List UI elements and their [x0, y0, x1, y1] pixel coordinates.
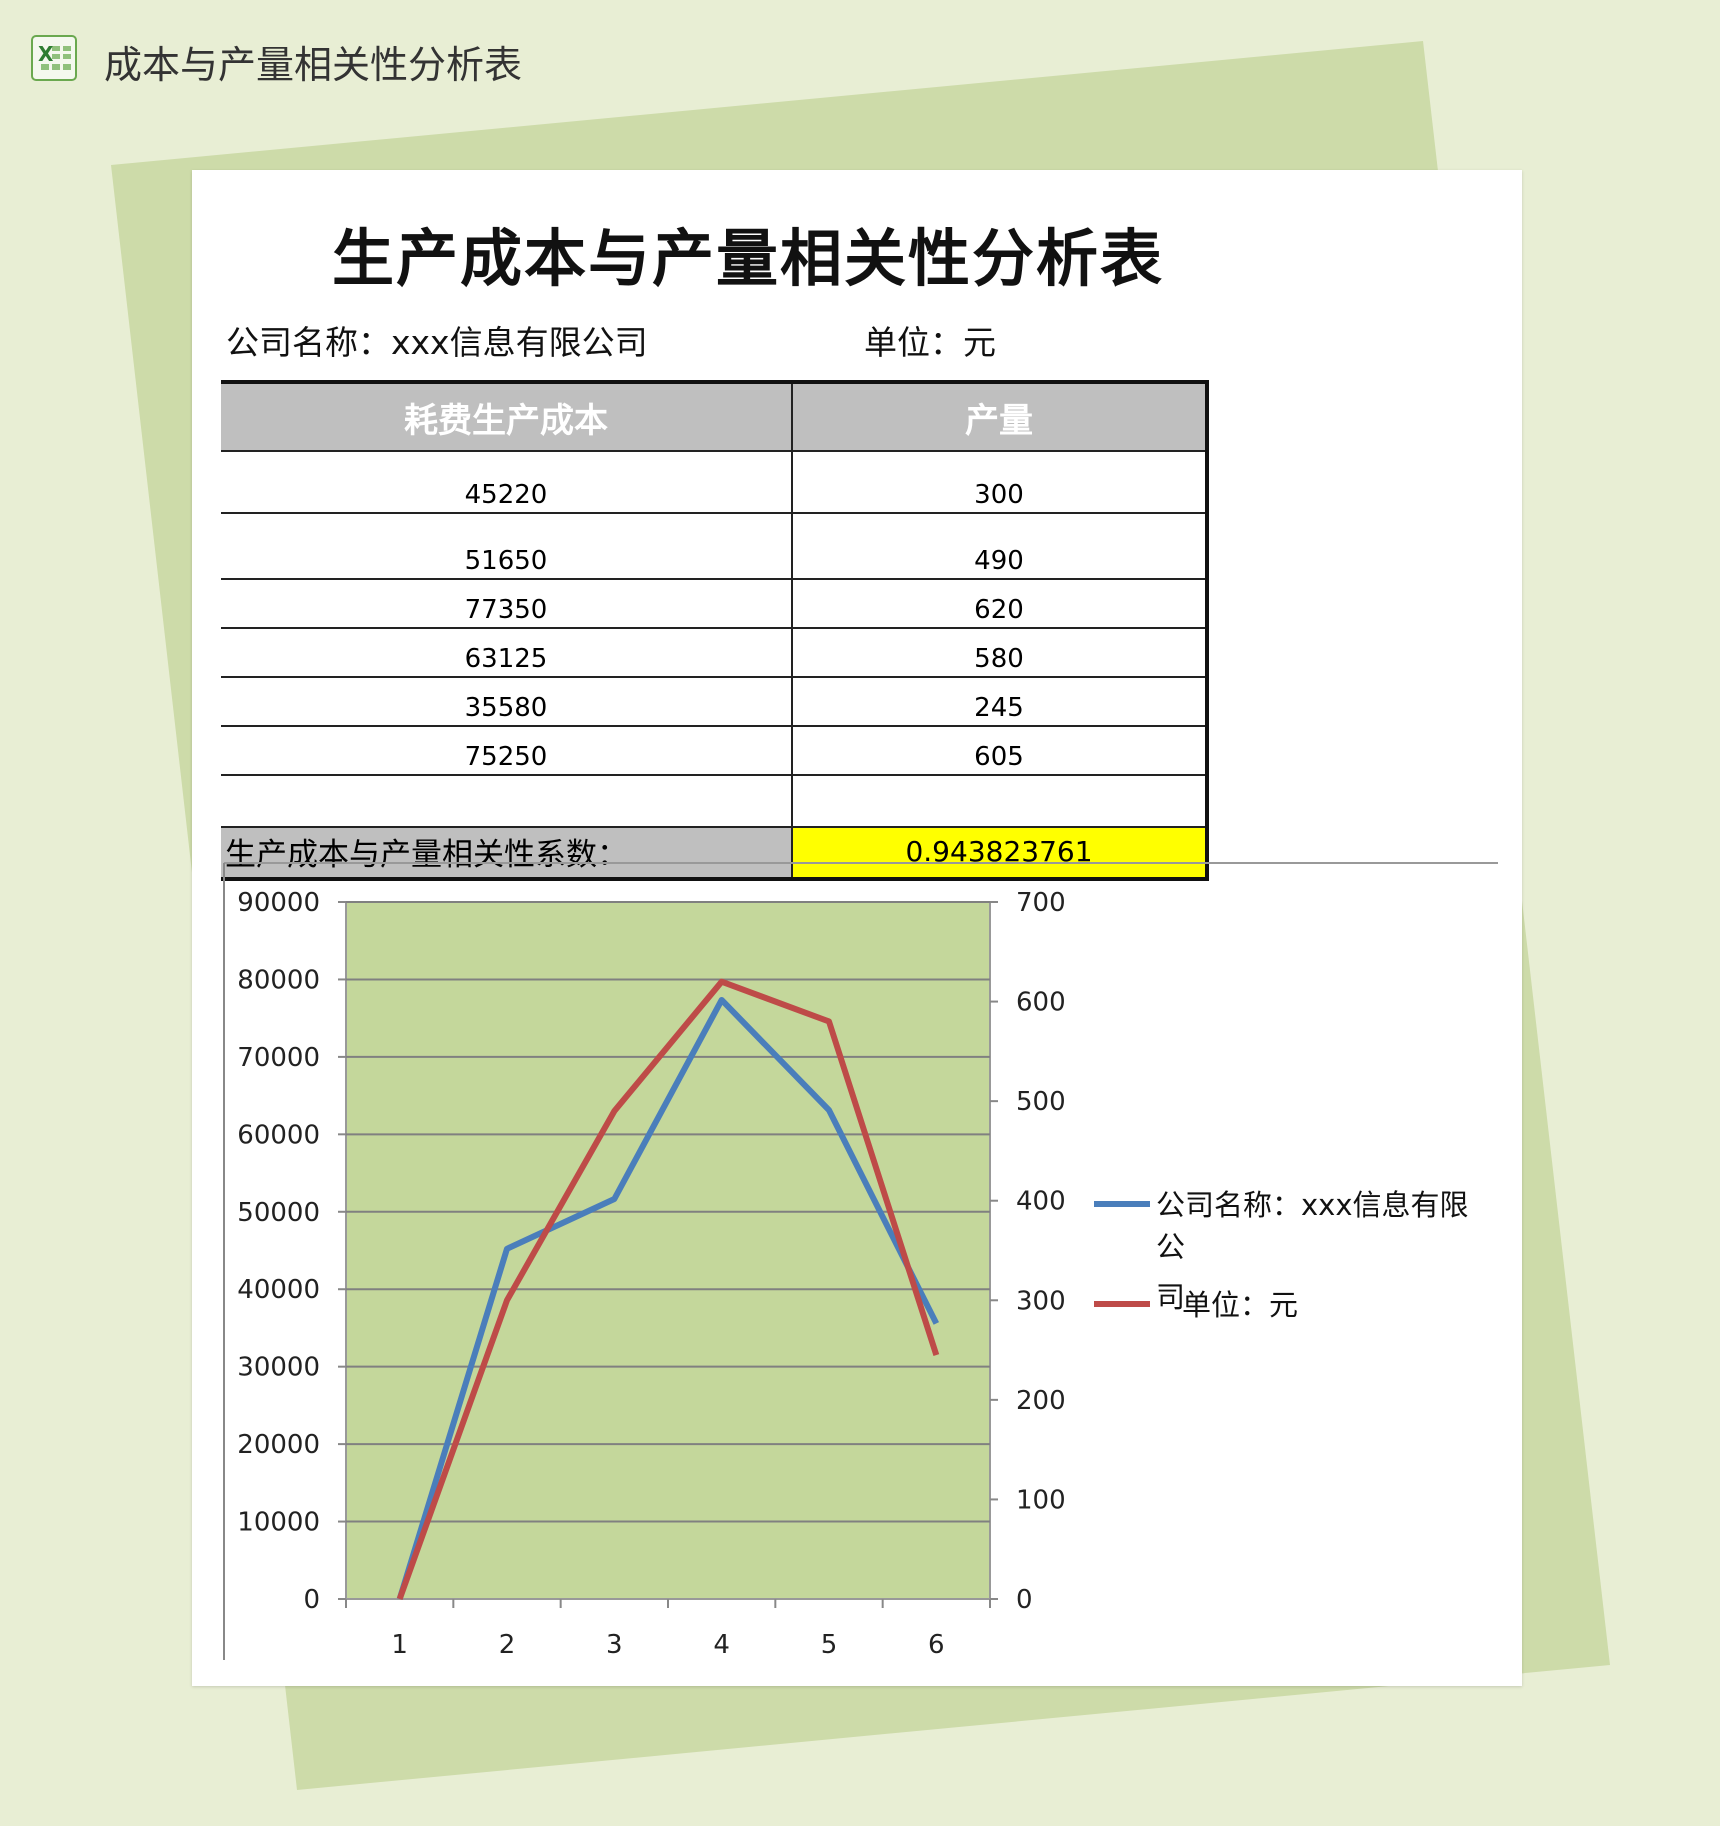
left-axis-tick-label: 70000 — [237, 1043, 320, 1073]
cell-cost[interactable]: 75250 — [221, 726, 793, 776]
table-header-row: 耗费生产成本 产量 — [221, 380, 1209, 452]
header-output: 产量 — [792, 380, 1209, 452]
spreadsheet-card: 生产成本与产量相关性分析表 公司名称：xxx信息有限公司 单位：元 耗费生产成本… — [192, 170, 1522, 1686]
correlation-row: 生产成本与产量相关性系数： 0.943823761 — [221, 827, 1209, 881]
table-row — [221, 775, 1209, 828]
x-axis-tick-label: 5 — [821, 1630, 838, 1660]
right-axis-tick-label: 500 — [1016, 1087, 1066, 1117]
line-chart[interactable]: 0 10000 20000 30000 40000 50000 60000 70000 8000… — [192, 170, 1522, 1686]
table-row: 45220 300 — [221, 451, 1209, 514]
unit-label: 单位：元 — [864, 323, 996, 362]
x-axis-tick-label: 3 — [606, 1630, 623, 1660]
svg-text:X: X — [38, 42, 54, 66]
series-line-output — [396, 978, 940, 1601]
app-title: 成本与产量相关性分析表 — [104, 43, 523, 87]
correlation-label: 生产成本与产量相关性系数： — [221, 827, 793, 881]
cell-output[interactable]: 245 — [792, 677, 1209, 727]
cell-output[interactable]: 620 — [792, 579, 1209, 629]
left-axis-tick-label: 90000 — [237, 888, 320, 918]
cell-cost[interactable]: 45220 — [221, 451, 793, 514]
left-axis-tick-label: 60000 — [237, 1120, 320, 1150]
cell-output[interactable]: 490 — [792, 513, 1209, 580]
right-axis-tick-label: 100 — [1016, 1485, 1066, 1515]
table-row: 51650 490 — [221, 513, 1209, 580]
legend-item-red: 单位：元 — [1182, 1288, 1299, 1322]
cell-output[interactable]: 300 — [792, 451, 1209, 514]
table-row: 35580 245 — [221, 677, 1209, 727]
company-label: 公司名称：xxx信息有限公司 — [226, 323, 648, 362]
cell-cost[interactable]: 51650 — [221, 513, 793, 580]
right-axis-tick-label: 400 — [1016, 1187, 1066, 1217]
cell-cost[interactable] — [221, 775, 793, 828]
left-axis-tick-label: 40000 — [237, 1275, 320, 1305]
cell-output[interactable]: 605 — [792, 726, 1209, 776]
x-axis-tick-label: 1 — [391, 1630, 408, 1660]
legend-item-blue: 公司名称：xxx信息有限公 司 — [1156, 1182, 1496, 1316]
left-axis-tick-label: 50000 — [237, 1198, 320, 1228]
legend-label-line1: 公司名称：xxx信息有限公 — [1156, 1188, 1469, 1264]
left-axis-tick-label: 10000 — [237, 1508, 320, 1538]
cell-output[interactable]: 580 — [792, 628, 1209, 678]
left-axis-tick-label: 80000 — [237, 965, 320, 995]
right-axis-tick-label: 0 — [1016, 1585, 1033, 1615]
legend-label-line2: 司 — [1156, 1280, 1186, 1314]
series-line-cost — [396, 996, 940, 1600]
right-axis-tick-label: 700 — [1016, 888, 1066, 918]
excel-icon: X — [31, 35, 77, 81]
right-axis-tick-label: 300 — [1016, 1286, 1066, 1316]
document-title: 生产成本与产量相关性分析表 — [332, 222, 1165, 295]
x-axis-tick-label: 2 — [499, 1630, 516, 1660]
table-row: 75250 605 — [221, 726, 1209, 776]
x-axis-tick-label: 4 — [713, 1630, 730, 1660]
table-row: 63125 580 — [221, 628, 1209, 678]
right-axis-tick-label: 200 — [1016, 1386, 1066, 1416]
correlation-value[interactable]: 0.943823761 — [792, 827, 1209, 881]
cell-output[interactable] — [792, 775, 1209, 828]
left-axis-tick-label: 0 — [303, 1585, 320, 1615]
data-table: 耗费生产成本 产量 45220 300 51650 490 77350 620 631… — [221, 380, 1209, 881]
cell-cost[interactable]: 77350 — [221, 579, 793, 629]
cell-cost[interactable]: 63125 — [221, 628, 793, 678]
right-axis-tick-label: 600 — [1016, 988, 1066, 1018]
plot-area — [345, 901, 991, 1600]
left-axis-tick-label: 30000 — [237, 1353, 320, 1383]
cell-cost[interactable]: 35580 — [221, 677, 793, 727]
left-axis-tick-label: 20000 — [237, 1430, 320, 1460]
header-cost: 耗费生产成本 — [221, 380, 793, 452]
table-row: 77350 620 — [221, 579, 1209, 629]
x-axis-tick-label: 6 — [928, 1630, 945, 1660]
